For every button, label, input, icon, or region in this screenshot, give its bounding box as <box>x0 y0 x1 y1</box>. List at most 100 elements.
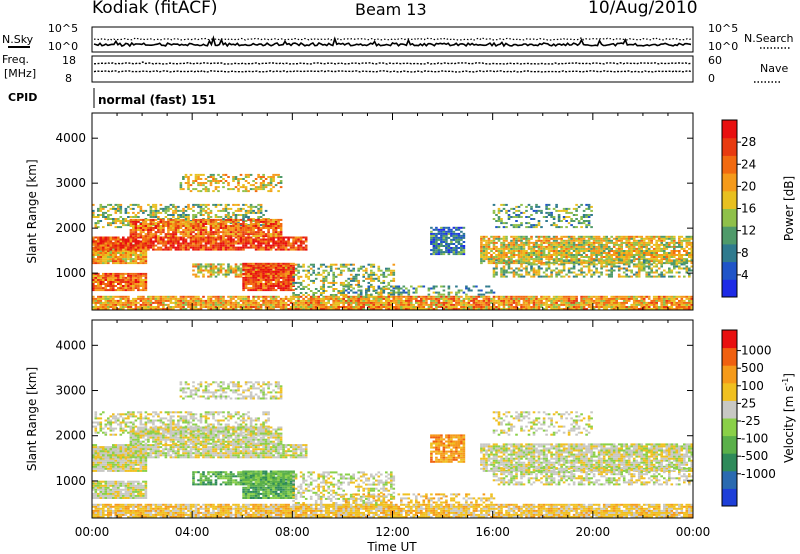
heatmap-cell <box>572 243 576 246</box>
heatmap-cell <box>675 241 679 244</box>
heatmap-cell <box>650 252 653 254</box>
heatmap-cell <box>137 203 140 206</box>
heatmap-cell <box>655 247 658 250</box>
heatmap-cell <box>112 242 115 245</box>
heatmap-cell <box>144 262 148 265</box>
heatmap-cell <box>663 250 666 252</box>
heatmap-cell <box>497 216 501 218</box>
heatmap-cell <box>349 285 353 288</box>
heatmap-cell <box>109 240 113 243</box>
heatmap-cell <box>142 308 145 310</box>
heatmap-cell <box>309 267 313 270</box>
heatmap-cell <box>114 207 118 210</box>
heatmap-cell <box>257 176 260 178</box>
heatmap-cell <box>117 258 120 261</box>
heatmap-cell <box>177 240 180 243</box>
heatmap-cell <box>657 273 661 276</box>
heatmap-cell <box>437 253 441 256</box>
heatmap-cell <box>144 289 148 292</box>
heatmap-cell <box>655 239 658 242</box>
heatmap-cell <box>242 225 245 227</box>
heatmap-cell <box>597 245 601 248</box>
heatmap-cell <box>402 291 406 294</box>
heatmap-cell <box>450 234 453 237</box>
heatmap-cell <box>565 220 568 222</box>
heatmap-cell <box>102 205 105 208</box>
heatmap-cell <box>207 236 210 239</box>
heatmap-cell <box>520 275 523 278</box>
heatmap-cell <box>127 220 130 222</box>
heatmap-cell <box>94 297 98 300</box>
heatmap-cell <box>97 258 100 261</box>
heatmap-cell <box>602 235 606 238</box>
heatmap-cell <box>164 220 168 223</box>
heatmap-cell <box>284 270 288 273</box>
heatmap-cell <box>174 209 178 212</box>
heatmap-cell <box>114 211 118 214</box>
heatmap-cell <box>615 262 618 265</box>
heatmap-cell <box>297 244 300 247</box>
heatmap-cell <box>164 242 168 245</box>
heatmap-cell <box>249 220 253 223</box>
heatmap-cell <box>640 254 643 256</box>
heatmap-cell <box>249 244 253 247</box>
heatmap-cell <box>214 220 218 223</box>
heatmap-cell <box>249 225 253 227</box>
heatmap-cell <box>349 273 353 276</box>
heatmap-cell <box>610 265 613 268</box>
heatmap-cell <box>244 223 248 225</box>
heatmap-cell <box>442 228 446 231</box>
heatmap-cell <box>197 275 200 278</box>
heatmap-cell <box>199 269 203 272</box>
heatmap-cell <box>197 190 200 193</box>
heatmap-cell <box>525 222 528 225</box>
heatmap-cell <box>214 227 218 229</box>
heatmap-cell <box>592 271 596 274</box>
heatmap-cell <box>567 237 571 240</box>
heatmap-cell <box>289 274 293 277</box>
cpid-label: CPID <box>8 91 37 104</box>
heatmap-cell <box>99 203 103 206</box>
heatmap-cell <box>627 265 631 268</box>
heatmap-cell <box>157 209 160 212</box>
heatmap-cell <box>577 250 581 252</box>
heatmap-cell <box>237 207 240 210</box>
heatmap-cell <box>172 233 175 236</box>
heatmap-cell <box>530 224 533 227</box>
heatmap-cell <box>585 235 588 238</box>
heatmap-cell <box>132 235 135 238</box>
heatmap-cell <box>570 254 573 256</box>
heatmap-cell <box>229 229 233 231</box>
heatmap-cell <box>663 273 666 276</box>
heatmap-cell <box>174 240 178 243</box>
heatmap-cell <box>522 247 526 250</box>
heatmap-cell <box>174 297 178 300</box>
heatmap-cell <box>587 241 591 244</box>
heatmap-cell <box>172 308 175 310</box>
heatmap-cell <box>487 256 491 258</box>
heatmap-cell <box>142 262 145 265</box>
heatmap-cell <box>575 275 578 278</box>
heatmap-cell <box>157 235 160 238</box>
heatmap-cell <box>370 275 373 278</box>
heatmap-cell <box>332 275 335 278</box>
heatmap-cell <box>542 239 546 242</box>
heatmap-cell <box>114 279 118 281</box>
heatmap-cell <box>267 190 270 193</box>
heatmap-cell <box>109 289 113 292</box>
heatmap-cell <box>622 254 626 256</box>
heatmap-cell <box>595 271 598 274</box>
heatmap-cell <box>129 260 133 263</box>
heatmap-cell <box>668 237 671 240</box>
heatmap-cell <box>194 248 198 251</box>
heatmap-cell <box>202 306 205 308</box>
heatmap-cell <box>452 234 456 237</box>
heatmap-cell <box>194 306 198 308</box>
heatmap-cell <box>600 258 603 261</box>
heatmap-cell <box>169 238 173 241</box>
heatmap-cell <box>119 276 123 279</box>
heatmap-cell <box>122 262 125 265</box>
heatmap-cell <box>500 218 503 220</box>
heatmap-cell <box>427 287 431 290</box>
heatmap-cell <box>525 258 528 261</box>
